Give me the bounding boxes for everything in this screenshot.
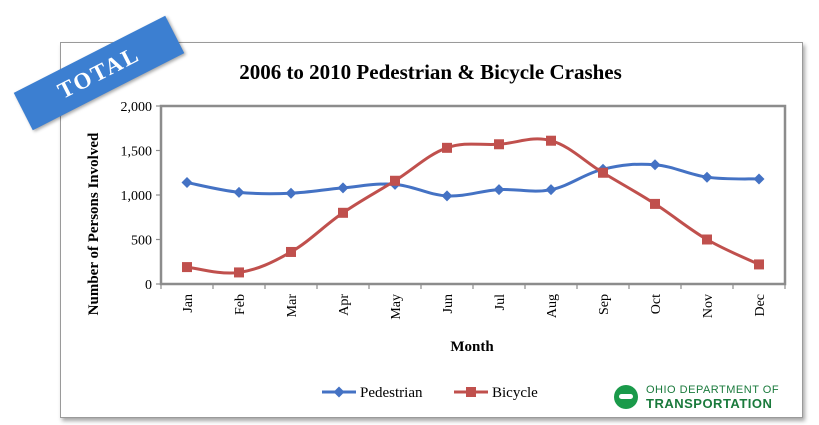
x-tick-label: May	[389, 294, 404, 320]
x-axis: Jan Feb Mar Apr May Jun Jul Aug Sep Oct Nov Dec	[160, 284, 786, 320]
y-tick-label: 500	[131, 234, 152, 249]
y-tick-label: 2,000	[121, 100, 153, 115]
legend: Pedestrian Bicycle	[322, 385, 538, 401]
logo-line-2: TRANSPORTATION	[646, 396, 773, 411]
x-tick-label: Apr	[337, 294, 352, 316]
x-tick-label: Jul	[493, 294, 508, 310]
logo-line-1: OHIO DEPARTMENT OF	[646, 384, 780, 396]
pedestrian-point	[441, 190, 453, 202]
pedestrian-point	[285, 187, 297, 199]
chart-title: 2006 to 2010 Pedestrian & Bicycle Crashe…	[239, 60, 622, 84]
x-tick-label: Aug	[545, 294, 560, 318]
pedestrian-point	[649, 159, 661, 171]
bicycle-point	[390, 175, 400, 186]
x-tick-label: Oct	[649, 294, 664, 314]
x-tick-label: Mar	[285, 294, 300, 318]
x-tick-label: Feb	[233, 294, 248, 315]
bicycle-point	[286, 246, 296, 257]
legend-pedestrian-label: Pedestrian	[360, 385, 423, 401]
odot-logo: OHIO DEPARTMENT OF TRANSPORTATION	[614, 384, 784, 411]
bicycle-point	[494, 139, 504, 150]
bicycle-point	[546, 135, 556, 146]
pedestrian-point	[493, 184, 505, 196]
bicycle-point	[442, 142, 452, 153]
y-tick-label: 1,000	[121, 189, 153, 204]
y-tick-label: 0	[145, 278, 152, 293]
pedestrian-point	[181, 177, 193, 189]
bicycle-point	[234, 267, 244, 278]
bicycle-point	[598, 167, 608, 178]
x-tick-label: Sep	[597, 294, 612, 315]
bicycle-point	[754, 259, 764, 270]
x-tick-label: Jan	[181, 294, 196, 313]
odot-logo-icon	[614, 385, 638, 409]
x-axis-title: Month	[450, 339, 494, 355]
bicycle-point	[338, 207, 348, 218]
pedestrian-point	[753, 173, 765, 185]
x-tick-label: Nov	[701, 294, 716, 318]
pedestrian-point	[337, 182, 349, 194]
legend-bicycle-marker	[466, 387, 476, 397]
bicycle-point	[650, 198, 660, 209]
pedestrian-point	[233, 186, 245, 198]
legend-bicycle-label: Bicycle	[492, 385, 538, 401]
pedestrian-point	[701, 171, 713, 183]
y-axis: 0 500 1,000 1,500 2,000	[121, 100, 161, 293]
bicycle-point	[182, 262, 192, 273]
x-tick-label: Jun	[441, 294, 456, 313]
y-tick-label: 1,500	[121, 145, 153, 160]
legend-pedestrian-marker	[333, 386, 345, 398]
bicycle-point	[702, 234, 712, 245]
series-markers	[181, 135, 765, 278]
y-axis-title: Number of Persons Involved	[86, 132, 102, 315]
pedestrian-point	[545, 184, 557, 196]
x-tick-label: Dec	[753, 294, 768, 317]
